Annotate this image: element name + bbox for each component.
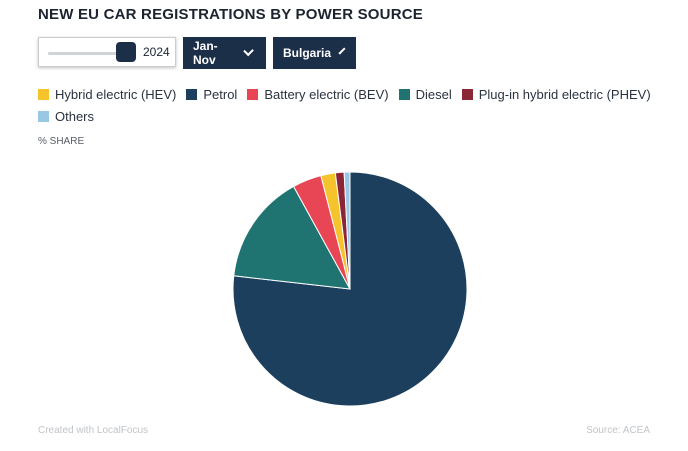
country-dropdown[interactable]: Bulgaria xyxy=(273,37,356,69)
legend-item-diesel[interactable]: Diesel xyxy=(398,86,452,103)
year-slider-track[interactable] xyxy=(48,52,128,55)
legend-item-others[interactable]: Others xyxy=(38,108,94,125)
legend-item-phev[interactable]: Plug-in hybrid electric (PHEV) xyxy=(461,86,651,103)
legend: Hybrid electric (HEV) Petrol Battery ele… xyxy=(38,86,658,125)
controls-bar: 2024 Jan-Nov Bulgaria xyxy=(38,37,356,69)
legend-label: Hybrid electric (HEV) xyxy=(55,87,177,102)
period-dropdown[interactable]: Jan-Nov xyxy=(183,37,266,69)
legend-swatch xyxy=(398,89,410,100)
credit-text: Created with LocalFocus xyxy=(38,425,149,436)
legend-label: Diesel xyxy=(415,87,452,102)
legend-swatch xyxy=(247,89,259,100)
legend-swatch xyxy=(38,111,49,122)
legend-label: Petrol xyxy=(203,87,238,102)
unit-label: % SHARE xyxy=(38,136,85,147)
legend-swatch xyxy=(461,89,473,100)
legend-item-bev[interactable]: Battery electric (BEV) xyxy=(247,86,389,103)
legend-item-hev[interactable]: Hybrid electric (HEV) xyxy=(38,86,176,103)
period-dropdown-label: Jan-Nov xyxy=(193,39,218,67)
pie-slice-others[interactable] xyxy=(343,171,351,290)
country-dropdown-label: Bulgaria xyxy=(283,46,332,60)
chart-title: NEW EU CAR REGISTRATIONS BY POWER SOURCE xyxy=(38,6,423,23)
legend-swatch xyxy=(38,89,49,100)
year-slider-thumb[interactable] xyxy=(116,42,136,62)
legend-item-petrol[interactable]: Petrol xyxy=(186,86,237,103)
legend-label: Plug-in hybrid electric (PHEV) xyxy=(478,87,651,102)
legend-label: Battery electric (BEV) xyxy=(264,87,389,102)
legend-swatch xyxy=(186,89,198,100)
source-text: Source: ACEA xyxy=(586,425,650,436)
year-value: 2024 xyxy=(143,45,170,59)
year-slider[interactable]: 2024 xyxy=(38,37,176,67)
pie-slice-diesel[interactable] xyxy=(233,185,351,290)
legend-label: Others xyxy=(55,109,95,124)
